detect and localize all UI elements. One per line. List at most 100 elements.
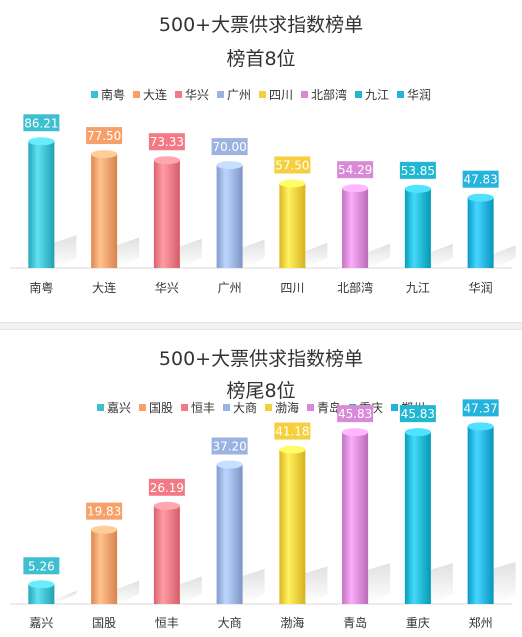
legend-item: 大商 bbox=[222, 399, 257, 416]
data-label: 37.20 bbox=[211, 437, 248, 455]
legend-swatch bbox=[397, 91, 405, 98]
legend-swatch bbox=[259, 91, 266, 98]
legend-swatch bbox=[391, 404, 399, 411]
bar-cap bbox=[28, 137, 55, 146]
bar bbox=[342, 432, 369, 604]
data-label: 70.00 bbox=[211, 138, 248, 156]
data-label: 5.26 bbox=[23, 557, 60, 575]
bar-shadow bbox=[242, 239, 265, 268]
bar bbox=[467, 197, 494, 268]
data-label: 47.37 bbox=[462, 399, 499, 417]
bar-chart-bottom: 5.26嘉兴19.83国股26.19恒丰37.20大商41.18渤海45.83青… bbox=[10, 399, 516, 630]
legend-swatch bbox=[174, 91, 182, 98]
legend-label: 大连 bbox=[142, 88, 167, 102]
legend-swatch bbox=[180, 404, 188, 411]
data-label-box bbox=[211, 437, 248, 455]
bar-shadow bbox=[368, 563, 391, 604]
x-tick-label: 郑州 bbox=[469, 615, 493, 630]
data-label-text: 77.50 bbox=[87, 129, 121, 143]
chart-panel-bottom: 500+大票供求指数榜单 榜尾8位 嘉兴国股恒丰大商渤海青岛重庆郑州 5.26嘉… bbox=[0, 330, 522, 637]
data-label: 47.83 bbox=[462, 170, 499, 188]
data-label-text: 70.00 bbox=[212, 140, 246, 154]
data-label: 26.19 bbox=[148, 478, 185, 496]
x-tick-label: 华兴 bbox=[155, 281, 179, 295]
bar bbox=[279, 449, 306, 604]
data-label: 73.33 bbox=[148, 133, 185, 151]
data-label-text: 57.50 bbox=[275, 158, 309, 172]
data-label-text: 37.20 bbox=[212, 440, 246, 454]
legend-item: 九江 bbox=[355, 86, 389, 103]
chart-subtitle: 榜尾8位 bbox=[226, 380, 296, 402]
data-label-box bbox=[274, 156, 311, 174]
bar-shadow bbox=[54, 235, 77, 268]
legend-item: 四川 bbox=[259, 86, 293, 103]
bar-chart-top: 86.21 南粤 77.50 大连 73.33 华兴 70.00 广州 57.50 四川 54.29… bbox=[10, 114, 516, 295]
bar-shadow bbox=[368, 243, 391, 268]
x-tick-label: 重庆 bbox=[406, 616, 430, 630]
data-label: 86.21 bbox=[23, 114, 60, 132]
legend-label: 大商 bbox=[232, 401, 257, 415]
x-tick-label: 九江 bbox=[406, 281, 430, 295]
chart-title: 500+大票供求指数榜单 bbox=[158, 14, 364, 36]
chart-legend: 南粤 大连 华兴 广州 四川 北部湾 九江 华润 bbox=[0, 86, 522, 103]
bar bbox=[342, 188, 369, 268]
legend-swatch bbox=[307, 404, 315, 411]
legend-swatch bbox=[222, 404, 230, 411]
legend-swatch bbox=[132, 91, 140, 98]
legend-swatch bbox=[216, 91, 224, 98]
legend-label: 华润 bbox=[407, 88, 432, 102]
legend-item: 恒丰 bbox=[180, 399, 215, 416]
bar bbox=[28, 141, 55, 268]
bar bbox=[279, 183, 306, 268]
legend-label: 渤海 bbox=[275, 401, 300, 415]
data-label-text: 47.83 bbox=[463, 173, 497, 187]
bar bbox=[91, 154, 118, 268]
bar-shadow bbox=[117, 580, 140, 604]
data-label-text: 53.85 bbox=[401, 164, 435, 178]
data-label: 54.29 bbox=[337, 161, 374, 179]
data-label-text: 86.21 bbox=[24, 116, 58, 130]
data-label: 45.83 bbox=[399, 405, 436, 423]
bar-cap bbox=[342, 184, 369, 193]
bar-cap bbox=[404, 184, 431, 193]
legend-swatch bbox=[96, 404, 104, 411]
legend-label: 国股 bbox=[148, 401, 173, 415]
legend-swatch bbox=[90, 91, 98, 98]
bar-cap bbox=[28, 580, 55, 589]
bar-cap bbox=[216, 460, 243, 469]
legend-label: 华兴 bbox=[184, 88, 209, 102]
data-label: 57.50 bbox=[274, 156, 311, 174]
x-tick-label: 青岛 bbox=[343, 615, 367, 630]
bar bbox=[28, 584, 55, 604]
x-tick-label: 大连 bbox=[92, 280, 116, 295]
bar bbox=[467, 426, 494, 604]
chart-panel-top: 500+大票供求指数榜单 榜首8位 南粤 大连 华兴 广州 四川 北部湾 九江 华润 86.2… bbox=[0, 0, 522, 318]
legend-swatch bbox=[265, 404, 272, 411]
data-label-text: 45.83 bbox=[401, 407, 435, 421]
bar-cap bbox=[153, 156, 180, 165]
bar-shadow bbox=[179, 576, 202, 604]
bar-shadow bbox=[117, 237, 140, 268]
data-label: 53.85 bbox=[399, 161, 436, 179]
bar bbox=[404, 432, 431, 604]
legend-item: 华兴 bbox=[174, 86, 209, 103]
x-tick-label: 四川 bbox=[280, 281, 304, 295]
x-tick-label: 渤海 bbox=[280, 615, 304, 630]
legend-item: 国股 bbox=[138, 399, 173, 416]
legend-label: 青岛 bbox=[317, 401, 342, 415]
data-label: 19.83 bbox=[86, 502, 123, 520]
bar-shadow bbox=[430, 243, 453, 268]
bar bbox=[216, 464, 243, 604]
legend-label: 四川 bbox=[269, 88, 294, 102]
legend-label: 北部湾 bbox=[311, 88, 348, 102]
bar-shadow bbox=[242, 568, 265, 604]
bar-cap bbox=[467, 422, 494, 431]
legend-swatch bbox=[301, 91, 309, 98]
legend-swatch bbox=[138, 404, 146, 411]
legend-label: 南粤 bbox=[100, 88, 125, 102]
data-label-box bbox=[148, 133, 185, 151]
data-label-text: 45.83 bbox=[338, 407, 372, 421]
bar-shadow bbox=[179, 238, 202, 268]
bar-shadow bbox=[54, 590, 77, 604]
data-label: 45.83 bbox=[337, 405, 374, 423]
